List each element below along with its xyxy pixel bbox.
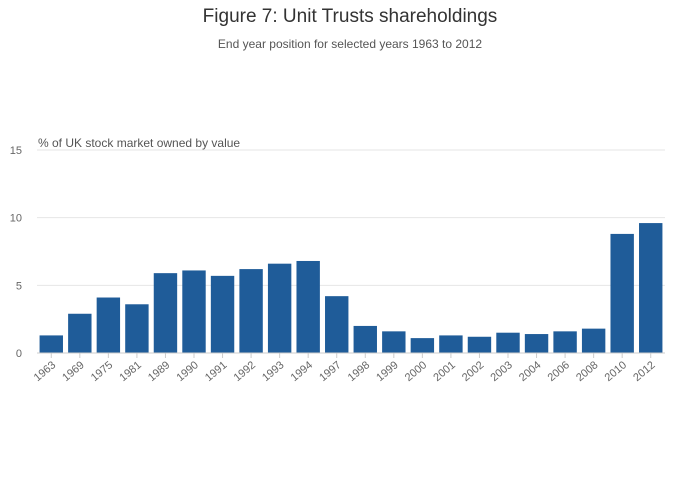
x-tick-label: 1994 xyxy=(289,359,315,384)
bar-2000[interactable] xyxy=(410,338,435,353)
x-tick-label: 1998 xyxy=(346,359,372,384)
x-tick-label: 1993 xyxy=(260,359,286,384)
bar-1994[interactable] xyxy=(296,260,320,353)
bar-2002[interactable] xyxy=(467,336,492,353)
y-tick-label: 10 xyxy=(10,213,22,225)
bar-2006[interactable] xyxy=(553,331,577,353)
x-tick-label: 1992 xyxy=(232,359,258,384)
bar-1990[interactable] xyxy=(182,270,206,353)
bar-2008[interactable] xyxy=(581,328,606,353)
bar-1981[interactable] xyxy=(125,304,149,353)
bar-1998[interactable] xyxy=(353,325,377,353)
x-tick-label: 1969 xyxy=(60,359,86,384)
gridlines xyxy=(37,149,665,286)
x-tick-label: 1975 xyxy=(89,359,115,384)
chart-title: Figure 7: Unit Trusts shareholdings xyxy=(202,6,498,27)
x-axis-ticks: 1963 1969 1975 1981 1989 1990 1991 1992 1993 1994… xyxy=(32,353,658,384)
x-tick-label: 1991 xyxy=(203,359,229,384)
x-tick-label: 2001 xyxy=(431,359,457,384)
bar-2001[interactable] xyxy=(439,335,463,353)
x-tick-label: 1989 xyxy=(146,359,172,384)
bar-1989[interactable] xyxy=(153,273,178,353)
bar-1999[interactable] xyxy=(382,331,406,353)
bar-1963[interactable] xyxy=(39,335,63,353)
bar-2003[interactable] xyxy=(496,332,520,353)
x-tick-label: 2012 xyxy=(631,359,657,384)
y-axis-ticks: 0 5 10 15 xyxy=(10,145,22,360)
x-tick-label: 1990 xyxy=(174,359,200,384)
bar-1992[interactable] xyxy=(239,269,263,353)
x-tick-label: 1997 xyxy=(317,359,343,384)
bars xyxy=(39,223,663,353)
x-tick-label: 2002 xyxy=(460,359,486,384)
x-tick-label: 2006 xyxy=(546,359,572,384)
bar-2004[interactable] xyxy=(524,334,549,353)
y-tick-label: 5 xyxy=(16,280,22,292)
x-tick-label: 2010 xyxy=(603,359,629,384)
x-tick-label: 1963 xyxy=(32,359,58,384)
y-axis-label: % of UK stock market owned by value xyxy=(38,136,240,150)
x-tick-label: 2008 xyxy=(574,359,600,384)
bar-1991[interactable] xyxy=(210,275,235,353)
bar-1975[interactable] xyxy=(96,297,121,353)
bar-1997[interactable] xyxy=(325,296,349,353)
x-tick-label: 2004 xyxy=(517,359,543,384)
bar-2012[interactable] xyxy=(639,223,663,353)
y-tick-label: 15 xyxy=(10,145,22,157)
chart-subtitle: End year position for selected years 196… xyxy=(217,37,483,51)
y-tick-label: 0 xyxy=(16,348,22,360)
x-tick-label: 1999 xyxy=(374,359,400,384)
x-tick-label: 1981 xyxy=(117,359,143,384)
bar-2010[interactable] xyxy=(610,233,634,353)
bar-1993[interactable] xyxy=(267,263,292,353)
x-tick-label: 2000 xyxy=(403,359,429,384)
bar-1969[interactable] xyxy=(68,313,92,353)
x-tick-label: 2003 xyxy=(488,359,514,384)
